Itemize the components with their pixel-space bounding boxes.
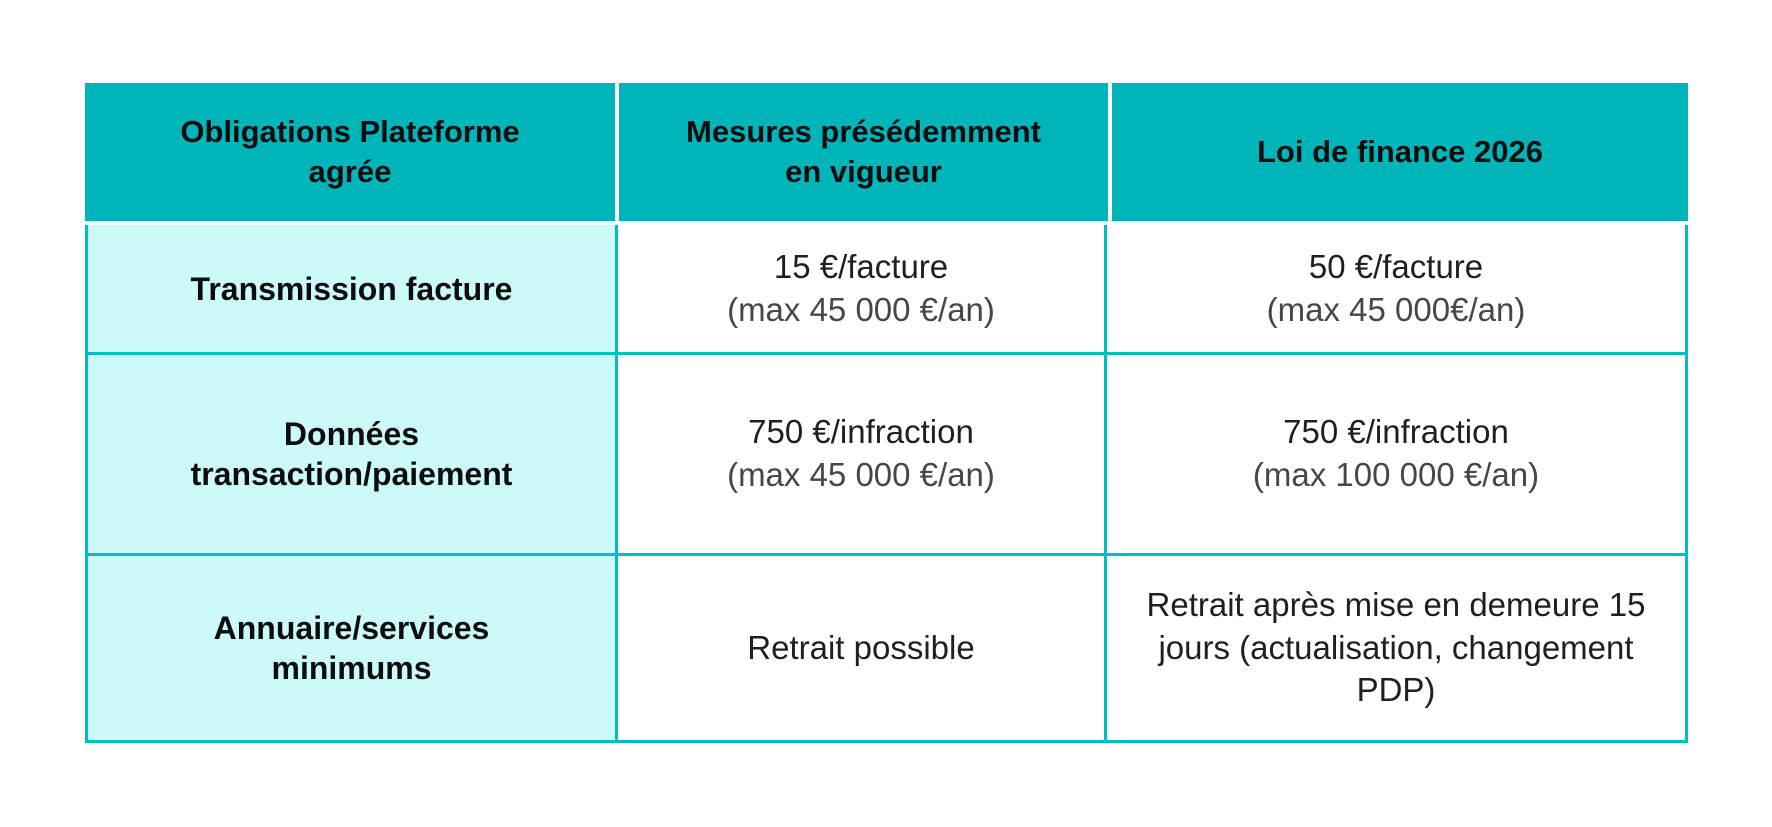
header-text-line: Mesures présédemment: [686, 114, 1041, 150]
row-label-annuaire-services-minimums: Annuaire/services minimums: [88, 556, 615, 740]
value-sub-text: (max 45 000€/an): [1266, 290, 1526, 328]
value-sub-text: (max 45 000 €/an): [727, 290, 995, 328]
row-label-text: Données: [283, 416, 420, 452]
row-label-transmission-facture: Transmission facture: [88, 225, 615, 352]
header-cell-obligations-plateforme-agree: Obligations Plateforme agrée: [85, 83, 615, 221]
header-text-line: agrée: [308, 154, 392, 189]
value-main-text: Retrait après mise en demeure 15: [1146, 585, 1646, 623]
header-text-line: Loi de finance 2026: [1257, 134, 1543, 170]
header-text-line: Obligations Plateforme: [180, 114, 520, 150]
value-cell-annuaire-previous: Retrait possible: [618, 556, 1104, 740]
value-main-text: 750 €/infraction: [748, 413, 974, 451]
value-cell-transmission-previous: 15 €/facture (max 45 000 €/an): [618, 225, 1104, 352]
row-label-donnees-transaction-paiement: Données transaction/paiement: [88, 355, 615, 553]
row-label-text: Transmission facture: [190, 270, 513, 307]
value-sub-text: (max 45 000 €/an): [727, 456, 995, 493]
table-body: Transmission facture 15 €/facture (max 4…: [85, 225, 1688, 743]
penalty-comparison-table: Obligations Plateforme agrée Mesures pré…: [85, 83, 1688, 743]
value-cell-donnees-previous: 750 €/infraction (max 45 000 €/an): [618, 355, 1104, 553]
value-main-text: 50 €/facture: [1308, 247, 1484, 285]
row-label-text: Annuaire/services: [213, 610, 490, 646]
row-label-text: transaction/paiement: [190, 456, 513, 492]
header-cell-mesures-precedemment: Mesures présédemment en vigueur: [619, 83, 1108, 221]
value-sub-text: (max 100 000 €/an): [1252, 456, 1540, 493]
value-cell-annuaire-2026: Retrait après mise en demeure 15 jours (…: [1107, 556, 1685, 740]
value-main-text: Retrait possible: [747, 628, 975, 666]
value-cell-donnees-2026: 750 €/infraction (max 100 000 €/an): [1107, 355, 1685, 553]
value-main-text: 750 €/infraction: [1283, 413, 1509, 451]
table-header-row: Obligations Plateforme agrée Mesures pré…: [85, 83, 1688, 221]
value-cell-transmission-2026: 50 €/facture (max 45 000€/an): [1107, 225, 1685, 352]
header-text-line: en vigueur: [785, 154, 942, 189]
value-main-text: 15 €/facture: [773, 247, 949, 285]
header-cell-loi-de-finance-2026: Loi de finance 2026: [1112, 83, 1688, 221]
row-label-text: minimums: [271, 650, 432, 686]
value-main-text: jours (actualisation, changement PDP): [1158, 628, 1634, 709]
